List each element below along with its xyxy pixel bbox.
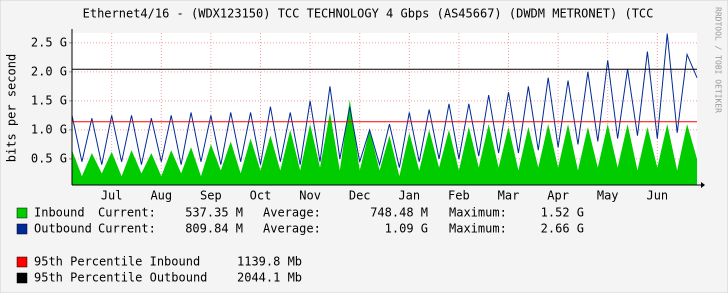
x-tick-label: Sep	[200, 189, 222, 203]
x-tick-label: Aug	[150, 189, 172, 203]
inbound-area	[72, 99, 697, 185]
stat-label: Current:	[98, 222, 156, 236]
chart-title: Ethernet4/16 - (WDX123150) TCC TECHNOLOG…	[83, 7, 654, 21]
stat-value: 809.84 M	[185, 222, 243, 236]
y-tick-label: 2.5 G	[31, 35, 67, 49]
outbound-line	[71, 33, 698, 168]
legend-swatch	[16, 223, 28, 235]
y-tick-label: 1.5 G	[31, 93, 67, 107]
y-tick-label: 1.0 G	[31, 122, 67, 136]
x-tick-label: Jan	[398, 189, 420, 203]
x-axis-arrow	[701, 182, 705, 188]
x-tick-label: Jun	[646, 189, 668, 203]
x-tick-label: Feb	[448, 189, 470, 203]
legend-swatch	[16, 272, 28, 284]
x-tick-label: Dec	[349, 189, 371, 203]
percentile-name: 95th Percentile Outbound	[34, 271, 207, 285]
y-tick-label: 2.0 G	[31, 64, 67, 78]
stat-value: 1.09 G	[385, 222, 428, 236]
percentile-value: 1139.8 Mb	[237, 255, 302, 269]
side-text: RRDTOOL / TOBI OETIKER	[714, 7, 723, 113]
legend-swatch	[16, 207, 28, 219]
percentile-name: 95th Percentile Inbound	[34, 255, 200, 269]
y-axis-label: bits per second	[5, 54, 19, 162]
x-tick-label: Apr	[547, 189, 569, 203]
legend-swatch	[16, 256, 28, 268]
legend-name: Outbound	[34, 222, 92, 236]
legend-name: Inbound	[34, 206, 85, 220]
stat-label: Maximum:	[449, 206, 507, 220]
stat-value: 748.48 M	[370, 206, 428, 220]
stat-value: 537.35 M	[185, 206, 243, 220]
x-tick-label: Jul	[101, 189, 123, 203]
x-tick-label: Mar	[498, 189, 520, 203]
stat-label: Average:	[263, 206, 321, 220]
x-tick-label: Oct	[250, 189, 272, 203]
y-tick-label: 0.5 G	[31, 151, 67, 165]
percentile-value: 2044.1 Mb	[237, 271, 302, 285]
stat-label: Average:	[263, 222, 321, 236]
stat-value: 1.52 G	[541, 206, 584, 220]
x-tick-label: Nov	[299, 189, 321, 203]
stat-label: Current:	[98, 206, 156, 220]
stat-value: 2.66 G	[541, 222, 584, 236]
stat-label: Maximum:	[449, 222, 507, 236]
x-tick-label: May	[597, 189, 619, 203]
